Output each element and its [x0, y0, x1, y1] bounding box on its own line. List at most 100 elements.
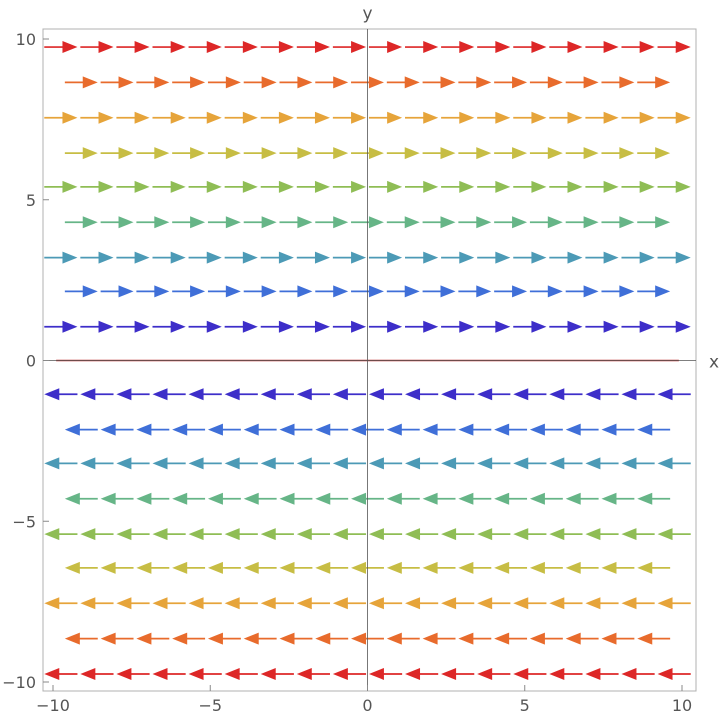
vector-arrow [152, 597, 186, 610]
vector-arrow [136, 216, 170, 229]
vector-arrow [386, 147, 420, 160]
x-tick-label: 5 [520, 696, 530, 715]
vector-arrow [188, 388, 222, 401]
vector-arrow [458, 632, 492, 645]
y-tick-label: 5 [26, 191, 36, 210]
vector-arrow [64, 561, 98, 574]
vector-arrow [152, 320, 186, 333]
vector-arrow [368, 597, 403, 610]
vector-arrow [529, 632, 563, 645]
vector-arrow [657, 597, 691, 610]
vector-arrow [296, 597, 330, 610]
vector-arrow [549, 597, 583, 610]
x-tick-label: −10 [36, 696, 70, 715]
vector-arrow [296, 457, 330, 470]
vector-arrow [332, 667, 367, 680]
vector-arrow [279, 285, 313, 298]
vector-arrow [565, 632, 599, 645]
ticks [43, 38, 683, 691]
vector-arrow [368, 41, 403, 54]
vector-arrow [585, 388, 619, 401]
vector-arrow [494, 561, 528, 574]
vector-arrow [657, 180, 691, 193]
vector-arrow [116, 251, 150, 264]
vector-arrow [172, 76, 206, 89]
vector-arrow [332, 251, 367, 264]
vector-arrow [243, 216, 277, 229]
vector-arrow [585, 528, 619, 541]
vector-arrow [405, 667, 439, 680]
vector-arrow [260, 597, 294, 610]
y-axis-label: y [362, 4, 372, 24]
vector-arrow [549, 251, 583, 264]
vector-arrow [188, 597, 222, 610]
vector-arrow [296, 667, 330, 680]
vector-arrow [44, 251, 78, 264]
vector-arrow [565, 147, 599, 160]
vector-arrow [80, 597, 114, 610]
vector-arrow [296, 111, 330, 124]
vector-arrow [296, 388, 330, 401]
vector-arrow [136, 423, 170, 436]
vector-arrow [657, 320, 691, 333]
vector-arrow [136, 285, 170, 298]
vector-arrow [637, 76, 671, 89]
vector-arrow [116, 41, 150, 54]
vector-arrow [172, 423, 206, 436]
vector-arrow [279, 76, 313, 89]
vector-arrow [657, 388, 691, 401]
vector-arrow [80, 320, 114, 333]
vector-arrow [549, 111, 583, 124]
vector-arrow [80, 251, 114, 264]
vector-arrow [637, 632, 671, 645]
vector-arrow [279, 216, 313, 229]
vector-arrow [64, 76, 98, 89]
vector-arrow [224, 388, 258, 401]
vector-arrow [332, 41, 367, 54]
vector-arrow [657, 41, 691, 54]
vector-arrow [513, 388, 547, 401]
vector-arrow [441, 320, 475, 333]
vector-arrow [422, 216, 456, 229]
vector-arrow [260, 111, 294, 124]
vector-arrow [315, 632, 349, 645]
vector-arrow [315, 147, 349, 160]
vector-arrow [458, 561, 492, 574]
vector-arrow [315, 216, 349, 229]
vector-arrow [207, 561, 241, 574]
vector-arrow [585, 111, 619, 124]
x-axis-label: x [709, 353, 719, 373]
vector-arrow [64, 632, 98, 645]
vector-arrow [64, 216, 98, 229]
vector-arrow [494, 492, 528, 505]
vector-arrow [621, 457, 655, 470]
vector-arrow [422, 492, 456, 505]
vector-arrow [152, 180, 186, 193]
vector-arrow [477, 111, 511, 124]
vector-arrow [405, 457, 439, 470]
vector-arrow [116, 180, 150, 193]
vector-arrow [405, 597, 439, 610]
vector-arrow [601, 423, 635, 436]
vector-arrow [458, 423, 492, 436]
vector-arrow [224, 111, 258, 124]
vector-arrow [224, 251, 258, 264]
vector-arrow [136, 492, 170, 505]
x-tick-label: 0 [362, 696, 372, 715]
vector-arrow [315, 285, 349, 298]
vector-arrow [585, 597, 619, 610]
vector-arrow [422, 423, 456, 436]
vector-arrow [100, 492, 134, 505]
vector-arrow [207, 216, 241, 229]
vector-arrow [172, 632, 206, 645]
vector-arrow [477, 457, 511, 470]
vector-arrow [224, 41, 258, 54]
vector-arrow [405, 111, 439, 124]
vector-arrow [332, 388, 367, 401]
vector-arrow [243, 147, 277, 160]
vector-arrow [116, 388, 150, 401]
vector-arrow [405, 528, 439, 541]
vector-arrow [207, 285, 241, 298]
vector-arrow [585, 667, 619, 680]
